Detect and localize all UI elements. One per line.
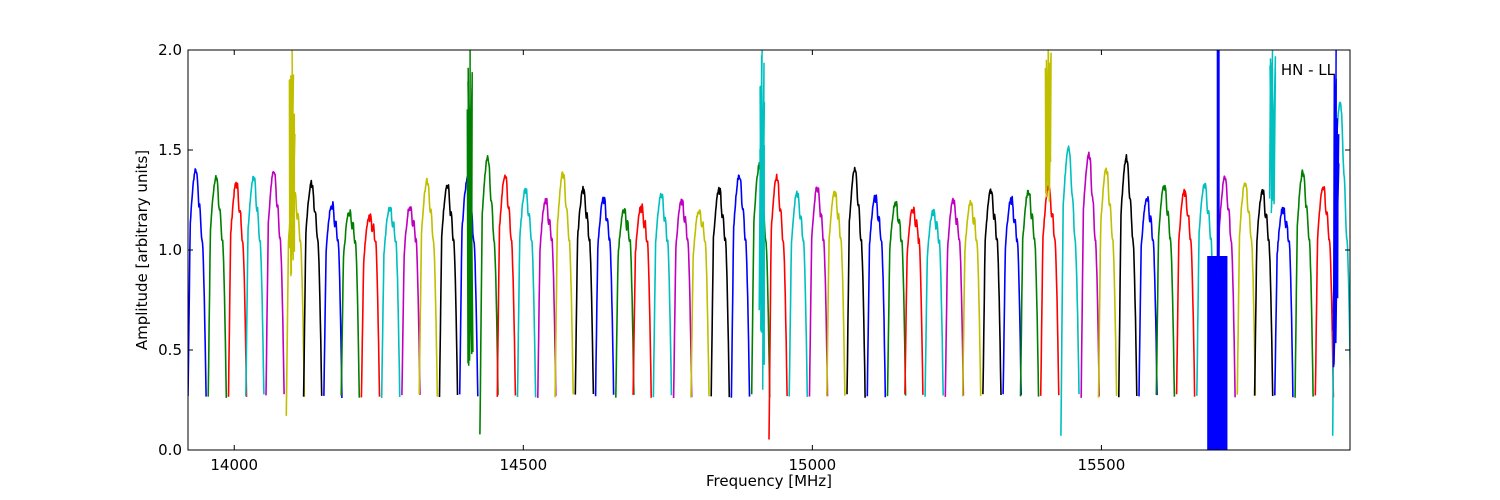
channel-line — [982, 188, 1002, 396]
series-layer — [188, 50, 1350, 450]
y-tick-label: 1.0 — [158, 241, 182, 259]
spike-mark — [466, 50, 474, 366]
channel-line — [788, 190, 809, 397]
channel-line — [1002, 195, 1022, 396]
channel-line — [438, 184, 459, 398]
channel-line — [866, 194, 887, 398]
channel-line — [1019, 189, 1040, 397]
x-tick-label: 15500 — [1078, 456, 1126, 474]
channel-line — [730, 174, 751, 398]
channel-line — [265, 171, 285, 396]
channel-line — [1216, 175, 1236, 398]
channel-line — [188, 168, 207, 397]
channel-line — [961, 199, 982, 397]
spike-mark — [288, 50, 296, 277]
spike-mark — [1332, 50, 1340, 368]
spike-mark — [758, 50, 766, 390]
channel-line — [1118, 154, 1138, 398]
channel-line — [886, 200, 907, 397]
spike-mark — [1268, 50, 1277, 214]
channel-line — [207, 174, 228, 398]
channel-line — [1274, 206, 1294, 398]
channel-line — [479, 155, 499, 435]
channel-line — [418, 177, 439, 397]
channel-line — [340, 209, 361, 398]
x-tick-label: 15000 — [788, 456, 836, 474]
channel-line — [594, 196, 615, 397]
channel-line — [516, 187, 537, 398]
channel-line — [710, 186, 731, 398]
y-tick-label: 2.0 — [158, 41, 182, 59]
channel-line — [904, 206, 924, 395]
y-axis-ticks: 0.0 0.5 1.0 1.5 2.0 — [158, 41, 1350, 459]
channel-line — [690, 209, 710, 398]
x-axis-ticks: 14000 14500 15000 15500 — [210, 50, 1125, 474]
x-tick-label: 14500 — [499, 456, 547, 474]
channel-line — [768, 173, 788, 440]
spike-mark — [1044, 50, 1052, 202]
channel-line — [323, 201, 343, 399]
channel-line — [1294, 169, 1314, 398]
channel-line — [245, 175, 265, 397]
channel-line — [302, 179, 323, 397]
channel-line — [1236, 182, 1257, 396]
y-axis-label: Amplitude [arbitrary units] — [133, 150, 151, 350]
channel-line — [227, 181, 248, 397]
channel-line — [672, 198, 693, 399]
channel-line — [401, 206, 421, 396]
channel-line — [360, 213, 381, 398]
channel-line — [924, 208, 944, 397]
channel-line — [496, 174, 517, 397]
channel-line — [652, 192, 673, 398]
x-axis-label: Frequency [MHz] — [706, 472, 832, 490]
channel-line — [808, 186, 829, 397]
channel-line — [574, 185, 595, 395]
channel-line — [1080, 151, 1100, 398]
channel-line — [846, 166, 866, 398]
legend-label: HN - LL — [1281, 61, 1336, 79]
x-tick-label: 14000 — [210, 456, 258, 474]
channel-line — [615, 208, 635, 398]
channel-line — [944, 197, 965, 397]
y-tick-label: 0.0 — [158, 441, 182, 459]
channel-line — [380, 206, 401, 398]
channel-line — [537, 197, 557, 398]
channel-line — [632, 203, 652, 398]
channel-line — [554, 171, 574, 398]
channel-line — [1314, 186, 1335, 398]
y-tick-label: 1.5 — [158, 141, 182, 159]
channel-line — [1253, 188, 1274, 397]
channel-line — [1175, 188, 1196, 397]
channel-line — [1097, 167, 1118, 398]
channel-line — [1138, 196, 1158, 397]
channel-line — [826, 190, 846, 397]
channel-line — [1155, 184, 1176, 397]
channel-line — [1060, 145, 1080, 436]
y-tick-label: 0.5 — [158, 341, 182, 359]
